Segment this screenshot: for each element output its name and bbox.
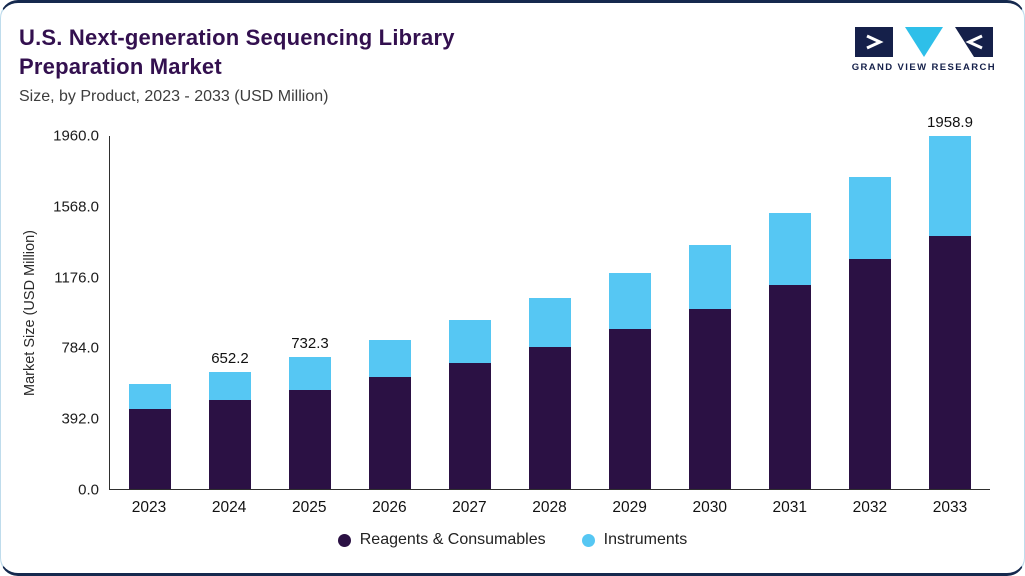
bar-group-2023 bbox=[110, 136, 190, 490]
legend-label: Reagents & Consumables bbox=[359, 531, 546, 549]
bar-group-2032 bbox=[830, 136, 910, 490]
x-tick-label: 2023 bbox=[131, 499, 167, 517]
bars-row: 652.2 732.3 1958.9 bbox=[110, 114, 990, 490]
stacked-bar bbox=[289, 136, 331, 490]
bar-segment-reagents-consumables bbox=[929, 236, 971, 490]
title-block: U.S. Next-generation Sequencing Library … bbox=[19, 23, 455, 106]
x-tick-label: 2030 bbox=[692, 499, 727, 517]
x-tick-label: 2033 bbox=[932, 499, 968, 517]
bar-group-2027 bbox=[430, 136, 510, 490]
y-tick-label: 1568.0 bbox=[53, 198, 99, 216]
brand-logo-icon bbox=[854, 27, 993, 57]
bar-segment-instruments bbox=[289, 357, 331, 390]
title-line-2: Preparation Market bbox=[19, 54, 222, 80]
bar-segment-instruments bbox=[609, 273, 651, 329]
bar-segment-instruments bbox=[689, 245, 731, 309]
y-tick-label: 392.0 bbox=[61, 410, 99, 428]
x-tick-label: 2025 bbox=[291, 499, 327, 517]
bar-group-2030 bbox=[670, 136, 750, 490]
brand-logo: GRAND VIEW RESEARCH bbox=[852, 27, 996, 73]
legend-item-instruments: Instruments bbox=[581, 531, 688, 549]
x-axis-labels: 2023 2024 2025 2026 2027 2028 2029 2030 2031 2032… bbox=[109, 499, 990, 517]
bar-group-2025: 732.3 bbox=[270, 136, 350, 490]
x-tick-label: 2026 bbox=[372, 499, 407, 517]
bar-segment-instruments bbox=[849, 177, 891, 260]
stacked-bar bbox=[609, 136, 651, 490]
bar-segment-instruments bbox=[769, 213, 811, 286]
x-tick-label: 2031 bbox=[772, 499, 808, 517]
bar-group-2029 bbox=[590, 136, 670, 490]
x-tick-label: 2028 bbox=[532, 499, 567, 517]
y-axis-title-text: Market Size (USD Million) bbox=[22, 230, 38, 397]
bar-segment-instruments bbox=[369, 339, 411, 378]
plot-area: 652.2 732.3 1958.9 bbox=[109, 114, 990, 491]
bar-segment-instruments bbox=[929, 136, 971, 237]
bar-segment-reagents-consumables bbox=[689, 308, 731, 490]
bar-segment-instruments bbox=[209, 371, 251, 400]
legend-swatch-icon bbox=[581, 533, 595, 547]
stacked-bar bbox=[369, 136, 411, 490]
y-axis-title: Market Size (USD Million) bbox=[17, 136, 43, 490]
bar-segment-reagents-consumables bbox=[849, 259, 891, 490]
title-line-1: U.S. Next-generation Sequencing Library bbox=[19, 25, 455, 50]
legend-swatch-icon bbox=[337, 533, 351, 547]
plot-column: 652.2 732.3 1958.9 2023 2024 2025 2026 2027 202… bbox=[109, 114, 990, 517]
y-tick-label: 784.0 bbox=[61, 339, 99, 357]
stacked-bar-chart: Market Size (USD Million) 0.0 392.0 784.0 1… bbox=[1, 114, 1024, 517]
stacked-bar bbox=[689, 136, 731, 490]
bar-segment-instruments bbox=[449, 320, 491, 363]
legend-label: Instruments bbox=[603, 531, 688, 549]
stacked-bar bbox=[449, 136, 491, 490]
bar-group-2024: 652.2 bbox=[190, 136, 270, 490]
bar-segment-reagents-consumables bbox=[609, 328, 651, 490]
chart-subtitle: Size, by Product, 2023 - 2033 (USD Milli… bbox=[19, 88, 329, 106]
header: U.S. Next-generation Sequencing Library … bbox=[1, 3, 1024, 106]
bar-value-label: 732.3 bbox=[291, 335, 329, 353]
stacked-bar bbox=[929, 136, 971, 490]
bar-group-2028 bbox=[510, 136, 590, 490]
legend-item-reagents-consumables: Reagents & Consumables bbox=[337, 531, 546, 549]
bar-segment-reagents-consumables bbox=[289, 389, 331, 490]
stacked-bar bbox=[209, 136, 251, 490]
bar-segment-reagents-consumables bbox=[769, 285, 811, 490]
bar-group-2033: 1958.9 bbox=[910, 114, 990, 490]
bar-segment-reagents-consumables bbox=[129, 408, 171, 490]
legend: Reagents & Consumables Instruments bbox=[1, 531, 1024, 549]
y-tick-label: 1176.0 bbox=[54, 269, 99, 287]
bar-segment-reagents-consumables bbox=[449, 363, 491, 490]
bar-value-label: 652.2 bbox=[211, 349, 249, 367]
bar-segment-reagents-consumables bbox=[209, 399, 251, 490]
page-title: U.S. Next-generation Sequencing Library … bbox=[19, 23, 455, 81]
y-tick-label: 0.0 bbox=[78, 481, 99, 499]
bar-segment-reagents-consumables bbox=[529, 346, 571, 490]
x-tick-label: 2024 bbox=[211, 499, 247, 517]
x-tick-label: 2032 bbox=[852, 499, 888, 517]
bar-group-2026 bbox=[350, 136, 430, 490]
brand-logo-text: GRAND VIEW RESEARCH bbox=[851, 62, 996, 73]
y-tick-label: 1960.0 bbox=[53, 127, 99, 145]
bar-segment-reagents-consumables bbox=[369, 377, 411, 490]
bar-segment-instruments bbox=[529, 298, 571, 347]
stacked-bar bbox=[129, 136, 171, 490]
x-tick-label: 2029 bbox=[612, 499, 647, 517]
bar-segment-instruments bbox=[129, 384, 171, 409]
stacked-bar bbox=[529, 136, 571, 490]
stacked-bar bbox=[769, 136, 811, 490]
stacked-bar bbox=[849, 136, 891, 490]
y-axis-ticks: 0.0 392.0 784.0 1176.0 1568.0 1960.0 bbox=[43, 128, 109, 499]
bar-group-2031 bbox=[750, 136, 830, 490]
x-tick-label: 2027 bbox=[452, 499, 487, 517]
bar-value-label: 1958.9 bbox=[927, 114, 973, 132]
